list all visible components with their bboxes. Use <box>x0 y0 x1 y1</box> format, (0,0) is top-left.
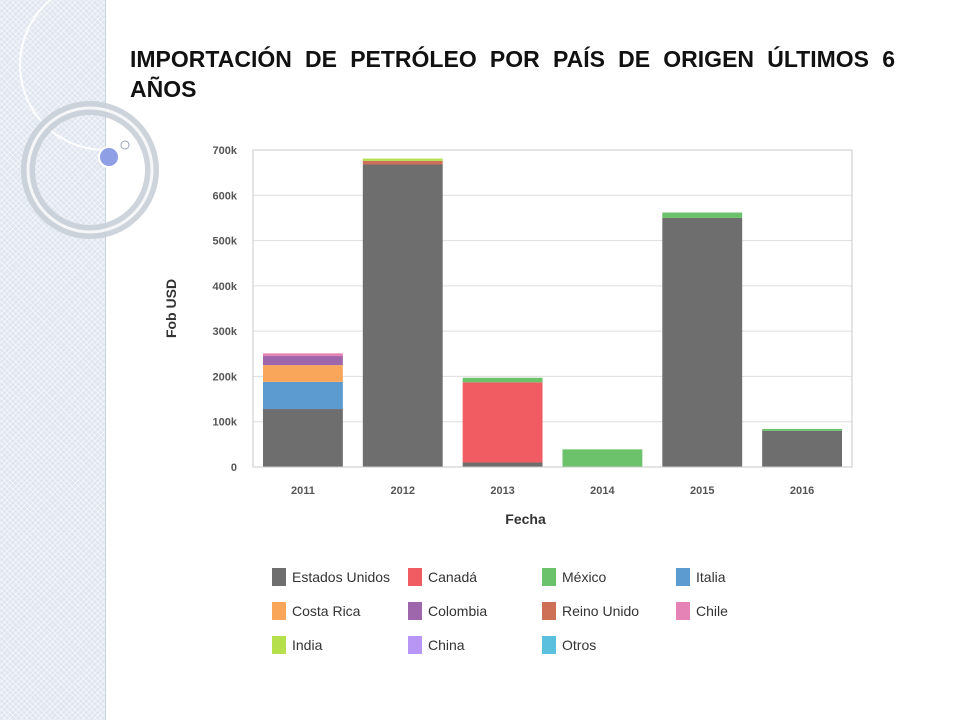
x-tick-label: 2016 <box>790 485 814 497</box>
bar-segment <box>462 377 543 383</box>
legend-swatch <box>408 568 422 586</box>
y-tick-labels: 0 100k 200k 300k 400k 500k 600k 700k <box>213 145 238 474</box>
x-tick-label: 2014 <box>590 485 615 497</box>
y-tick-label: 0 <box>231 462 237 474</box>
bar-segment <box>762 428 843 431</box>
legend-label: Estados Unidos <box>292 569 390 585</box>
legend-label: Canadá <box>428 569 477 585</box>
legend-swatch <box>676 568 690 586</box>
bar-segment <box>462 382 543 463</box>
x-tick-label: 2012 <box>391 485 415 497</box>
bar-segment <box>262 409 343 467</box>
legend-label: Reino Unido <box>562 603 639 619</box>
legend-swatch <box>542 568 556 586</box>
bar-segment <box>662 212 743 218</box>
legend-label: Costa Rica <box>292 603 361 619</box>
legend-swatch <box>676 602 690 620</box>
legend-label: China <box>428 637 465 653</box>
legend-swatch <box>408 602 422 620</box>
deco-ring-highlight <box>26 106 154 234</box>
bar-segment <box>662 217 743 467</box>
y-axis-title: Fob USD <box>163 279 179 338</box>
bar-segment <box>462 462 543 467</box>
bars <box>262 158 843 467</box>
x-tick-label: 2013 <box>490 485 514 497</box>
legend-swatch <box>408 636 422 654</box>
deco-dot-blue <box>98 146 120 168</box>
legend-swatch <box>272 636 286 654</box>
bar-segment <box>262 365 343 382</box>
plot-frame <box>252 149 853 468</box>
y-tick-label: 300k <box>213 326 238 338</box>
legend-label: Otros <box>562 637 596 653</box>
legend-swatch <box>542 602 556 620</box>
bar-segment <box>262 381 343 410</box>
legend-swatch <box>272 602 286 620</box>
bar-segment <box>262 353 343 357</box>
x-tick-labels: 2011 2012 2013 2014 2015 2016 <box>291 485 814 497</box>
legend-label: México <box>562 569 607 585</box>
x-tick-label: 2011 <box>291 485 315 497</box>
x-tick-label: 2015 <box>690 485 714 497</box>
y-tick-label: 200k <box>213 371 238 383</box>
y-tick-label: 600k <box>213 190 238 202</box>
bar-segment <box>362 158 443 161</box>
legend-swatch <box>272 568 286 586</box>
decorative-circles <box>19 0 160 239</box>
bar-segment <box>362 160 443 165</box>
bar-segment <box>362 164 443 467</box>
bar-segment <box>562 449 643 467</box>
x-axis-title: Fecha <box>505 511 546 527</box>
bar-segment <box>762 430 843 467</box>
legend-label: Italia <box>696 569 726 585</box>
y-tick-label: 700k <box>213 145 238 157</box>
bar-segment <box>262 356 343 366</box>
y-tick-label: 400k <box>213 281 238 293</box>
legend-swatch <box>542 636 556 654</box>
y-tick-label: 500k <box>213 236 238 248</box>
legend-label: Colombia <box>428 603 487 619</box>
legend-label: Chile <box>696 603 728 619</box>
deco-dot-small <box>120 140 130 150</box>
legend-label: India <box>292 637 323 653</box>
slide-title: IMPORTACIÓN DE PETRÓLEO POR PAÍS DE ORIG… <box>130 46 895 102</box>
y-tick-label: 100k <box>213 417 238 429</box>
legend: Estados Unidos Canadá México Italia Costa Ri… <box>272 568 728 654</box>
